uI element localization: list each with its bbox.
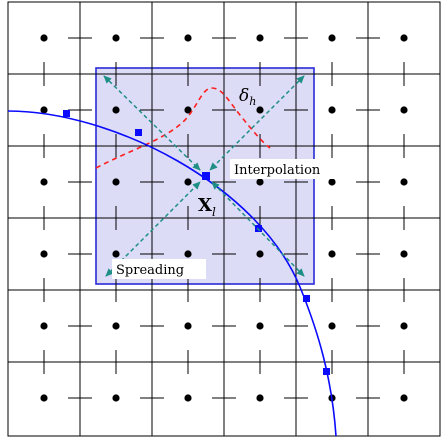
grid-node (40, 34, 48, 42)
grid-node (184, 178, 192, 186)
grid-node (256, 106, 264, 114)
grid-node (400, 394, 408, 402)
grid-node (184, 322, 192, 330)
grid-node (112, 178, 120, 186)
grid-node (400, 34, 408, 42)
grid-node (112, 322, 120, 330)
grid-node (40, 106, 48, 114)
grid-node (256, 394, 264, 402)
grid-node (256, 178, 264, 186)
grid-node (328, 34, 336, 42)
grid-node (256, 250, 264, 258)
grid-node (400, 106, 408, 114)
lagrangian-marker (135, 129, 142, 136)
spreading-arrow-se (211, 181, 305, 277)
grid-node (328, 322, 336, 330)
grid-node (40, 394, 48, 402)
grid-node (184, 250, 192, 258)
interpolation-arrow-ne (209, 75, 305, 171)
grid-node (328, 106, 336, 114)
kernel-width-label: δh (239, 86, 256, 108)
interpolation-arrow-nw (103, 75, 201, 171)
grid-node (112, 106, 120, 114)
interpolation-label-box (230, 159, 336, 179)
grid-node (112, 250, 120, 258)
grid-node (40, 178, 48, 186)
grid-node (400, 250, 408, 258)
grid-node (184, 394, 192, 402)
lagrangian-marker (63, 110, 70, 117)
spreading-label-box (112, 259, 206, 279)
grid-node (112, 34, 120, 42)
grid-node (40, 322, 48, 330)
lagrangian-marker (202, 172, 210, 180)
eulerian-grid (7, 1, 441, 437)
grid-node (400, 178, 408, 186)
grid-node (184, 34, 192, 42)
grid-node (328, 250, 336, 258)
lagrangian-point-label: Xl (198, 195, 216, 219)
grid-node (112, 394, 120, 402)
interpolation-label: Interpolation (234, 163, 321, 178)
spreading-label: Spreading (116, 263, 184, 278)
grid-node (400, 322, 408, 330)
lagrangian-marker (323, 368, 330, 375)
grid-node (256, 322, 264, 330)
lagrangian-marker (303, 295, 310, 302)
grid-node (256, 34, 264, 42)
grid-node (40, 250, 48, 258)
grid-node (328, 178, 336, 186)
